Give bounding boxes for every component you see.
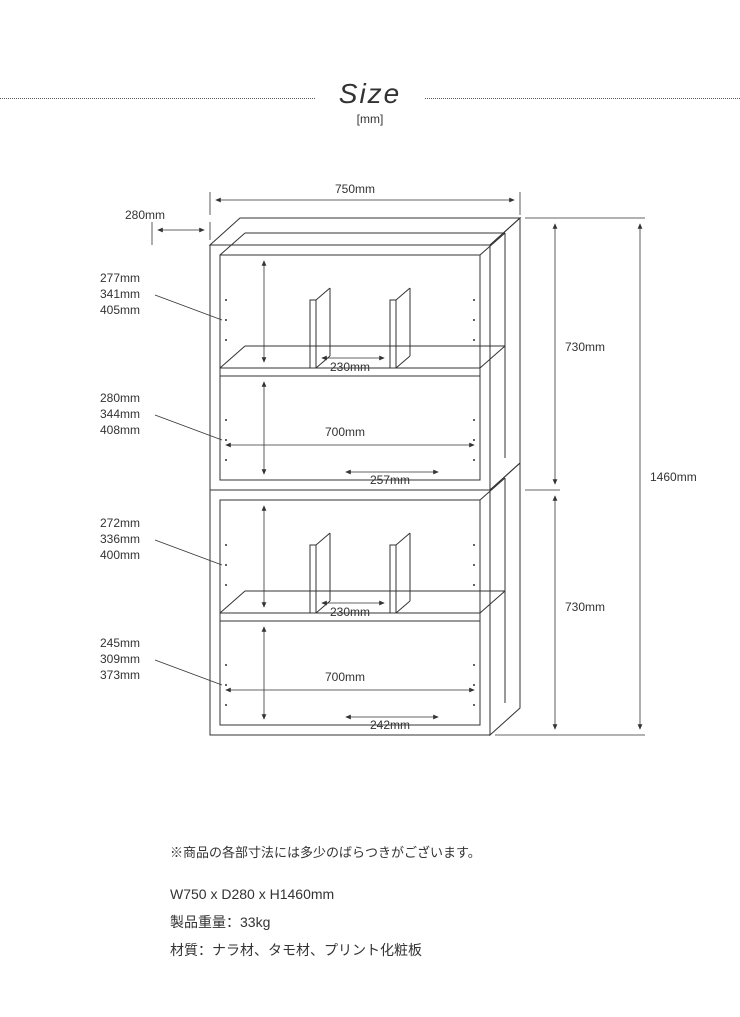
dim-shelf2: 280mm 344mm 408mm (100, 390, 140, 439)
dim-h-upper: 730mm (565, 340, 605, 354)
dim-shelf2-c: 408mm (100, 422, 140, 438)
title: Size (0, 78, 740, 110)
dim-width: 750mm (335, 182, 375, 196)
dim-h-lower: 730mm (565, 600, 605, 614)
dim-inner2w: 700mm (325, 425, 365, 439)
header: Size [mm] (0, 0, 740, 126)
dim-shelf1-b: 341mm (100, 286, 140, 302)
dim-depth: 280mm (125, 208, 165, 222)
footer-note: ※商品の各部寸法には多少のばらつきがございます。 (170, 840, 481, 866)
unit: [mm] (0, 112, 740, 126)
dim-inner1: 230mm (330, 360, 370, 374)
dim-shelf2-a: 280mm (100, 390, 140, 406)
dim-shelf1: 277mm 341mm 405mm (100, 270, 140, 319)
dim-inner3: 230mm (330, 605, 370, 619)
diagram: 750mm 280mm 730mm 730mm 1460mm 277mm 341… (0, 160, 740, 800)
dim-shelf2-b: 344mm (100, 406, 140, 422)
dim-shelf1-a: 277mm (100, 270, 140, 286)
dim-inner2d: 257mm (370, 473, 410, 487)
dim-shelf1-c: 405mm (100, 302, 140, 318)
dim-shelf4-a: 245mm (100, 635, 140, 651)
dim-h-total: 1460mm (650, 470, 697, 484)
dim-shelf4-b: 309mm (100, 651, 140, 667)
dim-shelf3: 272mm 336mm 400mm (100, 515, 140, 564)
dim-shelf3-c: 400mm (100, 547, 140, 563)
dim-shelf4-c: 373mm (100, 667, 140, 683)
footer-material: 材質：ナラ材、タモ材、プリント化粧板 (170, 936, 481, 964)
dim-inner4d: 242mm (370, 718, 410, 732)
dim-shelf3-a: 272mm (100, 515, 140, 531)
footer-size: W750 x D280 x H1460mm (170, 880, 481, 908)
dim-shelf4: 245mm 309mm 373mm (100, 635, 140, 684)
footer: ※商品の各部寸法には多少のばらつきがございます。 W750 x D280 x H… (170, 840, 481, 964)
dim-shelf3-b: 336mm (100, 531, 140, 547)
footer-weight: 製品重量：33kg (170, 908, 481, 936)
dim-inner4w: 700mm (325, 670, 365, 684)
